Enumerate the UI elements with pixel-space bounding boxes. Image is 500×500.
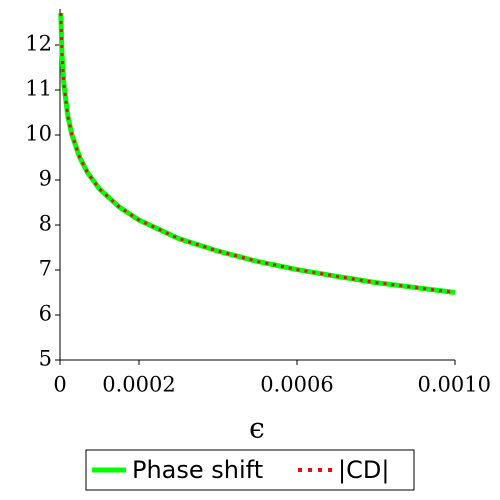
y-tick-label: 5: [39, 347, 52, 371]
series-line: [58, 12, 456, 295]
x-tick-label: 0: [53, 373, 66, 397]
x-tick-label: 0.0010: [418, 373, 491, 397]
x-tick-label: 0.0006: [260, 373, 333, 397]
y-tick-label: 10: [25, 122, 52, 146]
y-tick-label: 6: [39, 302, 52, 326]
y-tick-label: 7: [39, 257, 52, 281]
y-tick-label: 8: [39, 212, 52, 236]
y-tick-label: 11: [25, 77, 52, 101]
x-axis-label: ϵ: [249, 412, 265, 445]
legend-box: [85, 449, 415, 491]
y-tick-label: 12: [25, 32, 52, 56]
x-tick-label: 0.0002: [102, 373, 175, 397]
series-line: [59, 13, 456, 294]
legend-label: Phase shift: [132, 456, 263, 484]
y-tick-label: 9: [39, 167, 52, 191]
legend-label: |CD|: [338, 456, 389, 484]
